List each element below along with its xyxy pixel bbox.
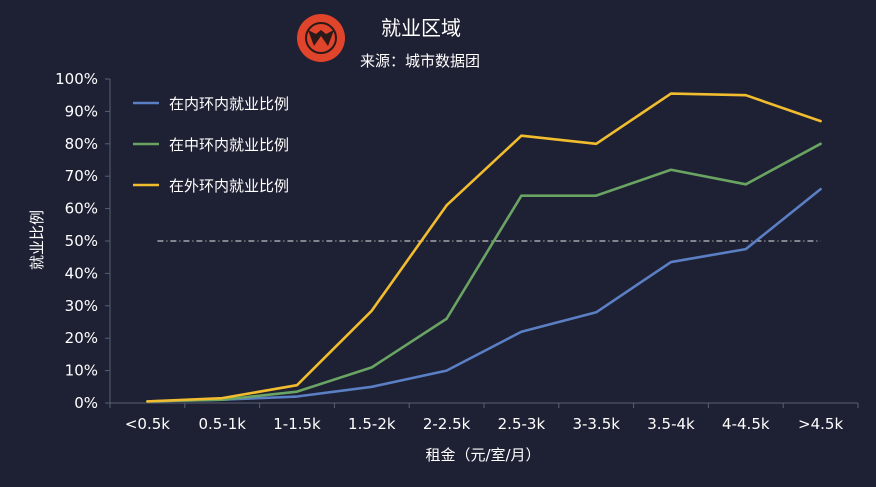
x-tick-label: 1.5-2k	[348, 415, 396, 433]
x-tick-label: 4-4.5k	[722, 415, 770, 433]
x-tick-label: 2.5-3k	[498, 415, 546, 433]
x-tick-label: <0.5k	[125, 415, 170, 433]
series-line-1	[146, 187, 822, 403]
y-tick-label: 0%	[74, 394, 98, 412]
y-axis-title: 就业比例	[28, 210, 46, 270]
y-tick-label: 30%	[65, 297, 98, 315]
x-tick-label: 1-1.5k	[273, 415, 321, 433]
chart-logo	[297, 14, 345, 62]
series-line-2	[146, 142, 822, 403]
x-tick-label: >4.5k	[798, 415, 843, 433]
y-tick-label: 10%	[65, 362, 98, 380]
y-tick-label: 100%	[55, 70, 98, 88]
y-tick-label: 50%	[65, 232, 98, 250]
chart-title: 就业区域	[381, 16, 461, 40]
y-tick-label: 20%	[65, 329, 98, 347]
y-tick-label: 90%	[65, 102, 98, 120]
chart-axes	[105, 78, 859, 408]
legend-label-3: 在外环内就业比例	[169, 177, 289, 195]
x-axis-title: 租金（元/室/月）	[425, 446, 540, 464]
x-tick-label: 2-2.5k	[423, 415, 471, 433]
chart-ticks: 0% 10% 20% 30% 40% 50% 60% 70% 80% 90% 100% <0.5k 0.…	[55, 70, 843, 433]
legend-label-2: 在中环内就业比例	[169, 136, 289, 154]
x-tick-label: 3-3.5k	[572, 415, 620, 433]
chart-subtitle: 来源：城市数据团	[360, 52, 480, 70]
chart-series	[146, 92, 822, 403]
y-tick-label: 80%	[65, 135, 98, 153]
x-tick-label: 0.5-1k	[198, 415, 246, 433]
y-tick-label: 70%	[65, 167, 98, 185]
x-tick-label: 3.5-4k	[647, 415, 695, 433]
y-tick-label: 40%	[65, 264, 98, 282]
series-line-3	[146, 92, 822, 403]
legend-label-1: 在内环内就业比例	[169, 95, 289, 113]
y-tick-label: 60%	[65, 200, 98, 218]
